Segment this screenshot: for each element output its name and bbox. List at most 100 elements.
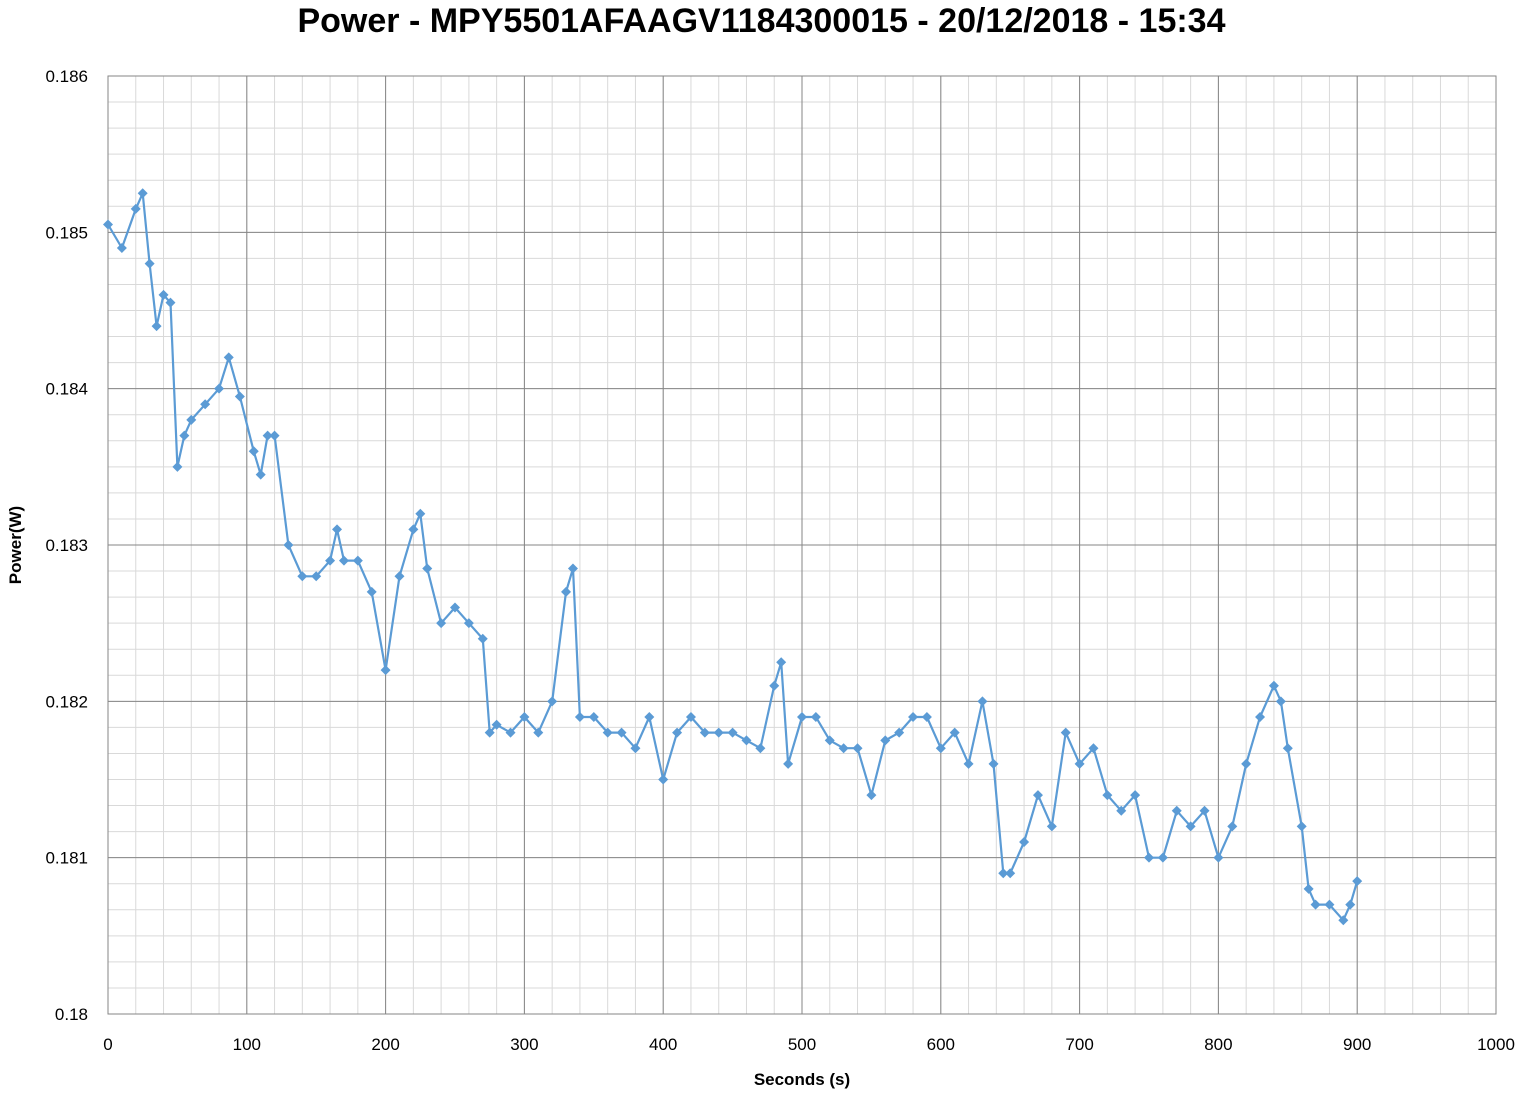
x-tick-label: 600 (927, 1035, 955, 1054)
data-point (1116, 805, 1127, 816)
data-point (505, 727, 516, 738)
x-tick-label: 300 (510, 1035, 538, 1054)
data-point (352, 555, 363, 566)
data-point (1338, 915, 1349, 926)
data-point (1241, 758, 1252, 769)
data-point (1296, 821, 1307, 832)
data-point (332, 524, 343, 535)
data-point (158, 289, 169, 300)
x-axis-title: Seconds (s) (754, 1070, 850, 1089)
data-point (103, 219, 113, 230)
data-point (602, 727, 613, 738)
data-point (283, 540, 294, 550)
data-point (491, 719, 502, 730)
data-point (172, 461, 183, 472)
data-point (1268, 680, 1279, 691)
data-point (200, 399, 211, 410)
data-point (838, 743, 849, 754)
data-point (672, 727, 683, 738)
data-point (1074, 758, 1085, 769)
data-point (477, 633, 488, 644)
data-point (366, 586, 377, 597)
data-point (1213, 852, 1224, 863)
data-point (234, 391, 245, 402)
data-point (699, 727, 710, 738)
data-point (783, 758, 794, 769)
data-point (1185, 821, 1196, 832)
grid (107, 75, 1497, 1015)
data-point (977, 696, 988, 707)
data-point (1046, 821, 1057, 832)
data-point (1199, 805, 1210, 816)
data-point (338, 555, 349, 566)
data-point (658, 774, 669, 785)
data-point (519, 711, 530, 722)
data-point (269, 430, 280, 441)
data-point (741, 735, 752, 746)
data-point (574, 711, 585, 722)
data-point (1255, 711, 1266, 722)
data-point (1275, 696, 1286, 707)
data-point (297, 571, 308, 582)
data-point (1130, 790, 1141, 801)
y-tick-label: 0.181 (45, 849, 88, 868)
data-point (567, 563, 578, 574)
y-axis-title: Power(W) (6, 506, 25, 584)
data-point (685, 711, 696, 722)
data-point (866, 790, 877, 801)
data-point (852, 743, 863, 754)
data-point (137, 188, 148, 199)
data-point (144, 258, 155, 269)
x-tick-label: 500 (788, 1035, 816, 1054)
data-point (1157, 852, 1168, 863)
x-tick-label: 400 (649, 1035, 677, 1054)
data-point (186, 414, 197, 425)
data-point (408, 524, 419, 535)
data-point (130, 203, 141, 214)
x-tick-label: 700 (1065, 1035, 1093, 1054)
data-point (248, 446, 259, 457)
y-tick-label: 0.186 (45, 67, 88, 86)
data-point (921, 711, 932, 722)
data-point (616, 727, 627, 738)
data-point (713, 727, 724, 738)
data-point (755, 743, 766, 754)
y-tick-label: 0.183 (45, 536, 88, 555)
data-point (644, 711, 655, 722)
chart-title: Power - MPY5501AFAAGV1184300015 - 20/12/… (297, 2, 1226, 40)
data-point (561, 586, 572, 597)
data-point (894, 727, 905, 738)
data-point (1303, 883, 1314, 894)
data-point (988, 758, 999, 769)
data-point (1352, 876, 1363, 887)
series-line (107, 192, 1359, 922)
data-point (1144, 852, 1154, 863)
data-point (1227, 821, 1238, 832)
data-point (151, 321, 162, 332)
data-point (1282, 743, 1293, 754)
data-point (769, 680, 780, 691)
x-tick-label: 200 (371, 1035, 399, 1054)
data-point (1324, 899, 1335, 910)
data-point (422, 563, 433, 574)
data-point (214, 383, 225, 394)
data-point (1088, 743, 1099, 754)
data-point (311, 571, 322, 582)
data-point (1310, 899, 1321, 910)
data-point (415, 508, 426, 519)
data-point (727, 727, 738, 738)
data-point (1032, 790, 1043, 801)
data-point (797, 711, 807, 722)
data-point (179, 430, 190, 441)
data-point (1019, 837, 1030, 848)
data-point (436, 618, 447, 629)
data-point (935, 743, 946, 754)
x-tick-label: 0 (103, 1035, 112, 1054)
data-point (630, 743, 641, 754)
y-tick-label: 0.184 (45, 380, 88, 399)
data-series (103, 188, 1363, 926)
data-point (380, 665, 391, 676)
data-point (255, 469, 266, 480)
y-tick-label: 0.18 (55, 1005, 88, 1024)
data-point (547, 696, 558, 707)
